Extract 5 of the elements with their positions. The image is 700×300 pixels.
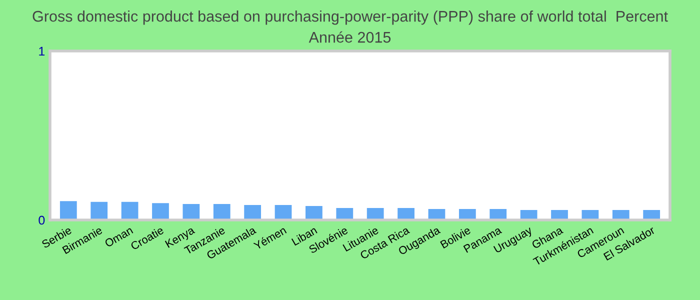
y-tick-label: 0: [38, 216, 45, 225]
y-tick-label: 1: [39, 46, 45, 56]
chart-subtitle: Année 2015: [308, 31, 391, 43]
x-tick-label: Oman: [104, 226, 134, 248]
chart-title: Gross domestic product based on purchasing-power-parity (PPP) share of world total Percent: [32, 10, 668, 25]
